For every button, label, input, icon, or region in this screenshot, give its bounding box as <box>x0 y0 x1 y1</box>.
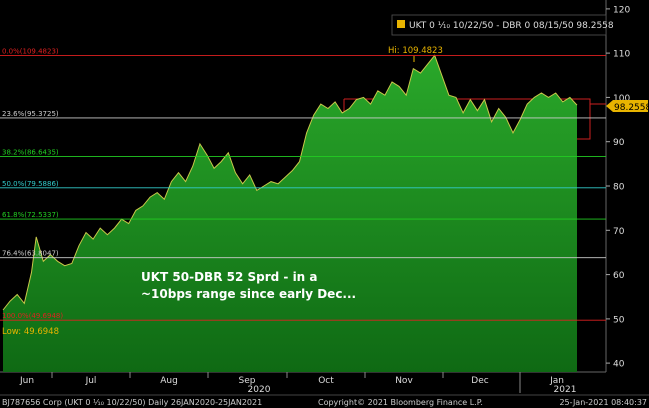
fib-label: 23.6%(95.3725) <box>2 110 59 118</box>
fib-label: 61.8%(72.5337) <box>2 211 59 219</box>
low-annotation: Low: 49.6948 <box>2 327 59 337</box>
last-value-tag: 98.2558 <box>606 100 649 113</box>
fib-label: 100.0%(49.6948) <box>2 312 63 320</box>
y-tick-label: 70 <box>613 227 625 237</box>
y-tick-label: 90 <box>613 138 625 148</box>
x-tick-label: Jul <box>85 376 97 386</box>
y-tick-label: 60 <box>613 271 625 281</box>
y-tick-label: 40 <box>613 360 625 370</box>
high-annotation: Hi: 109.4823 <box>388 46 443 56</box>
legend: UKT 0 ⅒ 10/22/50 - DBR 0 08/15/50 98.255… <box>391 14 614 36</box>
fibonacci-levels: 0.0%(109.4823) 23.6%(95.3725) 38.2%(86.643… <box>0 47 606 321</box>
footer-timestamp: 25-Jan-2021 08:40:37 <box>559 398 647 407</box>
footer-left: BJ787656 Corp (UKT 0 ⅒ 10/22/50) Daily 2… <box>2 398 262 407</box>
y-tick-label: 110 <box>613 50 630 60</box>
x-year-label: 2021 <box>554 385 577 395</box>
x-year-label: 2020 <box>248 385 271 395</box>
y-axis: 40 50 60 70 80 90 100 110 120 <box>606 5 630 370</box>
series-area-fill <box>3 55 577 373</box>
commentary-line-2: ~10bps range since early Dec... <box>141 287 356 301</box>
legend-label: UKT 0 ⅒ 10/22/50 - DBR 0 08/15/50 98.255… <box>409 21 614 31</box>
area-layer <box>2 54 578 373</box>
x-tick-label: Oct <box>318 376 334 386</box>
x-tick-label: Nov <box>395 376 413 386</box>
fib-label: 38.2%(86.6435) <box>2 149 59 157</box>
series-line <box>2 54 578 311</box>
x-tick-label: Aug <box>160 376 178 386</box>
x-axis: Jun Jul Aug Sep Oct Nov Dec Jan 2020 2021 <box>19 372 576 395</box>
x-tick-label: Sep <box>239 376 256 386</box>
legend-swatch <box>397 20 405 28</box>
last-value-text: 98.2558 <box>614 103 649 113</box>
x-tick-label: Jan <box>549 376 564 386</box>
y-tick-label: 120 <box>613 5 630 15</box>
x-tick-label: Jun <box>19 376 34 386</box>
footer-copyright: Copyright© 2021 Bloomberg Finance L.P. <box>318 398 483 407</box>
commentary-line-1: UKT 50-DBR 52 Sprd - in a <box>141 270 318 284</box>
fib-label: 0.0%(109.4823) <box>2 47 59 55</box>
fib-label: 50.0%(79.5886) <box>2 180 59 188</box>
footer-bar: BJ787656 Corp (UKT 0 ⅒ 10/22/50) Daily 2… <box>0 394 649 407</box>
y-tick-label: 100 <box>613 94 630 104</box>
x-tick-label: Dec <box>471 376 488 386</box>
y-tick-label: 80 <box>613 183 625 193</box>
y-tick-label: 50 <box>613 315 625 325</box>
fib-label: 76.4%(63.8047) <box>2 250 59 258</box>
